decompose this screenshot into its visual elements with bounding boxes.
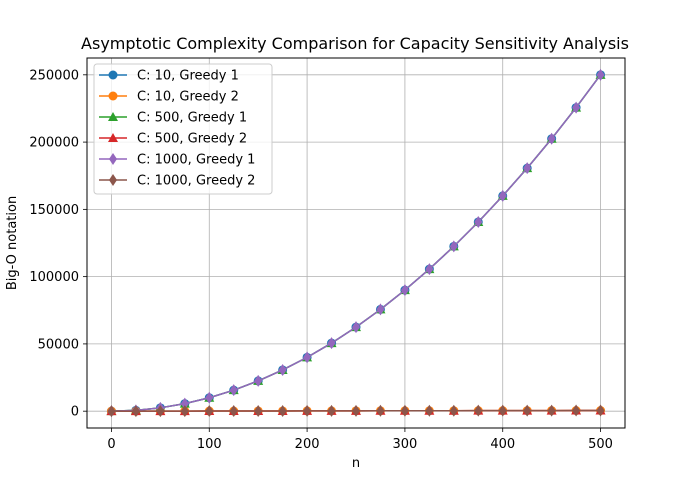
y-tick-label: 100000 [29, 270, 79, 285]
data-point [303, 351, 312, 364]
data-point [474, 404, 483, 417]
y-tick-label: 200000 [29, 136, 79, 151]
legend-label: C: 1000, Greedy 1 [137, 153, 255, 168]
data-point [352, 321, 360, 334]
data-point [425, 404, 434, 417]
data-point [547, 404, 556, 417]
data-point [400, 284, 409, 297]
chart-title: Asymptotic Complexity Comparison for Cap… [81, 34, 629, 53]
series-6 [107, 404, 605, 418]
data-point [156, 405, 165, 418]
data-point [449, 240, 458, 253]
x-tick-label: 400 [490, 437, 515, 452]
data-point [474, 215, 483, 228]
data-point [303, 404, 312, 417]
legend-item: C: 1000, Greedy 1 [99, 153, 255, 168]
data-point [498, 189, 507, 202]
data-point [254, 374, 263, 387]
legend-marker [109, 174, 117, 186]
data-point [229, 405, 238, 418]
legend-label: C: 500, Greedy 2 [137, 132, 247, 147]
legend-marker [108, 133, 118, 142]
x-tick-label: 200 [295, 437, 320, 452]
legend-item: C: 500, Greedy 1 [99, 111, 247, 126]
legend-marker [108, 91, 118, 101]
legend-marker [108, 112, 118, 121]
y-tick-label: 250000 [29, 68, 79, 83]
x-axis-label: n [352, 456, 360, 471]
data-point [278, 363, 287, 376]
data-point [498, 404, 507, 417]
data-point [425, 263, 434, 276]
x-tick-label: 300 [392, 437, 417, 452]
y-axis-label: Big-O notation [5, 196, 20, 290]
data-point [107, 405, 116, 418]
y-tick-label: 150000 [29, 203, 79, 218]
legend-label: C: 10, Greedy 1 [137, 69, 239, 84]
legend: C: 10, Greedy 1 C: 10, Greedy 2 C: 500, Gr… [93, 63, 273, 195]
data-point [180, 405, 189, 418]
data-point [572, 101, 581, 114]
data-point [327, 404, 336, 417]
data-point [572, 404, 581, 417]
legend-item: C: 10, Greedy 2 [99, 90, 239, 105]
series-layer [106, 68, 606, 418]
data-point [596, 68, 605, 81]
data-point [523, 162, 532, 175]
data-point [254, 404, 263, 417]
data-point [449, 404, 458, 417]
legend-label: C: 500, Greedy 1 [137, 111, 247, 126]
legend-item: C: 1000, Greedy 2 [99, 174, 255, 189]
data-point [131, 405, 140, 418]
data-point [205, 405, 214, 418]
data-point [400, 404, 409, 417]
data-point [278, 404, 287, 417]
data-point [180, 397, 189, 410]
legend-box [93, 63, 273, 195]
x-axis: 0 100 200 300 400 500 [107, 428, 613, 452]
data-point [376, 404, 385, 417]
data-point [376, 303, 385, 316]
data-point [229, 384, 238, 397]
legend-label: C: 1000, Greedy 2 [137, 174, 255, 189]
legend-label: C: 10, Greedy 2 [137, 90, 239, 105]
legend-marker [109, 153, 117, 165]
data-point [596, 404, 605, 417]
data-point [327, 337, 336, 350]
legend-marker [108, 70, 118, 80]
data-point [205, 391, 214, 404]
data-point [523, 404, 532, 417]
y-tick-label: 50000 [38, 337, 79, 352]
plot-frame [86, 57, 626, 429]
y-axis: 0 50000 100000 150000 200000 250000 [29, 68, 87, 420]
y-tick-label: 0 [71, 405, 79, 420]
x-tick-label: 100 [197, 437, 222, 452]
legend-item: C: 10, Greedy 1 [99, 69, 239, 84]
legend-item: C: 500, Greedy 2 [99, 132, 247, 147]
x-tick-label: 500 [588, 437, 613, 452]
data-point [547, 132, 556, 145]
data-point [352, 404, 360, 417]
x-tick-label: 0 [107, 437, 115, 452]
